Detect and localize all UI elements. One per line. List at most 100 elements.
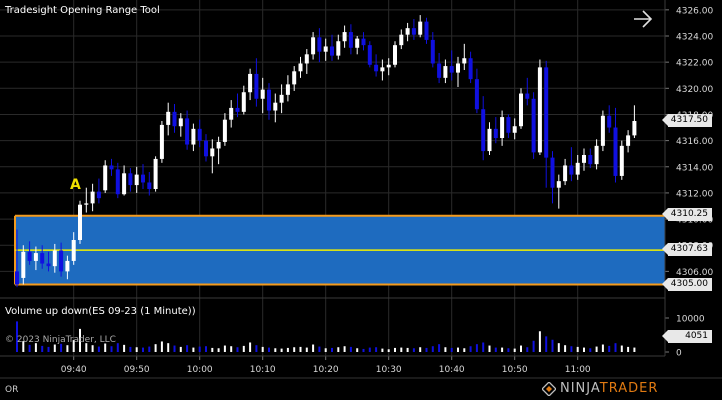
candle-body bbox=[191, 128, 196, 145]
candle-body bbox=[210, 148, 215, 157]
candle-body bbox=[393, 45, 397, 65]
candle-body bbox=[197, 128, 202, 141]
volume-bar bbox=[538, 331, 541, 352]
volume-bar bbox=[268, 347, 270, 352]
candle-body bbox=[405, 28, 410, 35]
candle-body bbox=[304, 54, 309, 64]
candle-body bbox=[544, 67, 549, 158]
price-tick-label: 4326.00 bbox=[676, 6, 713, 16]
candle-body bbox=[607, 115, 612, 128]
volume-bar bbox=[450, 347, 453, 352]
copyright-text: © 2023 NinjaTrader, LLC bbox=[5, 335, 116, 345]
candle-body bbox=[279, 94, 284, 103]
ninjatrader-brand: NINJATRADER bbox=[560, 381, 658, 396]
volume-bar bbox=[400, 347, 403, 352]
price-tick-label: 4314.00 bbox=[676, 163, 713, 173]
volume-value-tag: 4051 bbox=[662, 330, 712, 343]
time-tick-label: 10:00 bbox=[187, 365, 213, 375]
candle-body bbox=[619, 145, 624, 176]
candle-body bbox=[424, 21, 429, 40]
volume-bar bbox=[425, 347, 428, 352]
candle-body bbox=[103, 165, 108, 191]
volume-bar bbox=[482, 342, 485, 352]
volume-bar bbox=[532, 340, 535, 352]
volume-bar bbox=[513, 348, 516, 352]
candle-body bbox=[569, 165, 574, 175]
candle-body bbox=[342, 32, 347, 42]
volume-bar bbox=[205, 346, 207, 352]
volume-bar bbox=[356, 348, 359, 352]
volume-bar bbox=[589, 348, 592, 352]
brand-trader: TRADER bbox=[599, 381, 659, 396]
volume-bar bbox=[557, 343, 560, 352]
volume-bar bbox=[79, 328, 81, 352]
candle-body bbox=[109, 165, 114, 170]
volume-bar bbox=[475, 344, 478, 352]
volume-bar bbox=[236, 347, 239, 352]
volume-bar bbox=[261, 346, 264, 352]
volume-bar bbox=[274, 348, 277, 352]
candle-body bbox=[411, 28, 416, 35]
candle-body bbox=[588, 155, 593, 165]
price-tick-label: 4312.00 bbox=[676, 189, 713, 199]
volume-bar bbox=[375, 347, 378, 352]
volume-bar bbox=[551, 339, 554, 352]
candle-body bbox=[632, 121, 637, 136]
arrow-right-icon[interactable] bbox=[632, 9, 654, 29]
volume-bar bbox=[60, 343, 63, 352]
candle-body bbox=[185, 118, 190, 145]
volume-tick-label: 0 bbox=[676, 349, 682, 359]
volume-bar bbox=[507, 348, 510, 352]
volume-bar bbox=[349, 346, 352, 352]
volume-bar bbox=[469, 346, 472, 352]
candle-body bbox=[260, 89, 265, 99]
candle-body bbox=[456, 63, 460, 73]
time-tick-label: 10:30 bbox=[376, 365, 402, 375]
candle-body bbox=[582, 155, 586, 163]
or-mid-tag: 4307.63 bbox=[662, 243, 712, 256]
volume-bar bbox=[116, 343, 119, 352]
volume-bar bbox=[324, 348, 327, 352]
candle-body bbox=[172, 111, 177, 127]
volume-bar bbox=[608, 345, 611, 352]
candlestick-series bbox=[15, 15, 637, 288]
candle-body bbox=[626, 135, 631, 146]
candle-body bbox=[128, 173, 133, 186]
volume-bar bbox=[198, 346, 201, 352]
volume-bar bbox=[154, 344, 157, 352]
time-tick-label: 11:00 bbox=[565, 365, 591, 375]
time-tick-label: 10:40 bbox=[439, 365, 465, 375]
volume-bar bbox=[22, 341, 25, 352]
candle-body bbox=[153, 158, 158, 189]
volume-bar bbox=[110, 346, 113, 352]
volume-bar bbox=[16, 321, 18, 352]
volume-bars bbox=[16, 321, 636, 352]
candle-body bbox=[531, 98, 536, 153]
candle-body bbox=[437, 63, 442, 78]
volume-bar bbox=[160, 341, 163, 352]
candle-body bbox=[537, 67, 542, 153]
candle-body bbox=[493, 128, 498, 138]
candle-body bbox=[594, 145, 599, 165]
volume-bar bbox=[545, 336, 548, 352]
candle-body bbox=[575, 162, 580, 175]
candle-body bbox=[600, 115, 605, 146]
last-price-tag: 4317.50 bbox=[662, 114, 712, 127]
volume-bar bbox=[387, 349, 390, 352]
time-tick-label: 10:10 bbox=[250, 365, 276, 375]
candle-body bbox=[115, 169, 120, 195]
candle-body bbox=[443, 66, 448, 78]
tab-or[interactable]: OR bbox=[5, 385, 19, 395]
candle-body bbox=[52, 250, 57, 267]
candle-body bbox=[33, 253, 38, 261]
candle-body bbox=[166, 111, 171, 125]
volume-bar bbox=[564, 345, 567, 352]
volume-bar bbox=[438, 344, 441, 352]
volume-bar bbox=[211, 347, 214, 352]
candle-body bbox=[78, 204, 82, 240]
volume-bar bbox=[230, 346, 233, 352]
volume-bar bbox=[142, 347, 144, 352]
candle-body bbox=[235, 107, 240, 112]
volume-bar bbox=[255, 345, 258, 352]
volume-bar bbox=[601, 344, 604, 352]
